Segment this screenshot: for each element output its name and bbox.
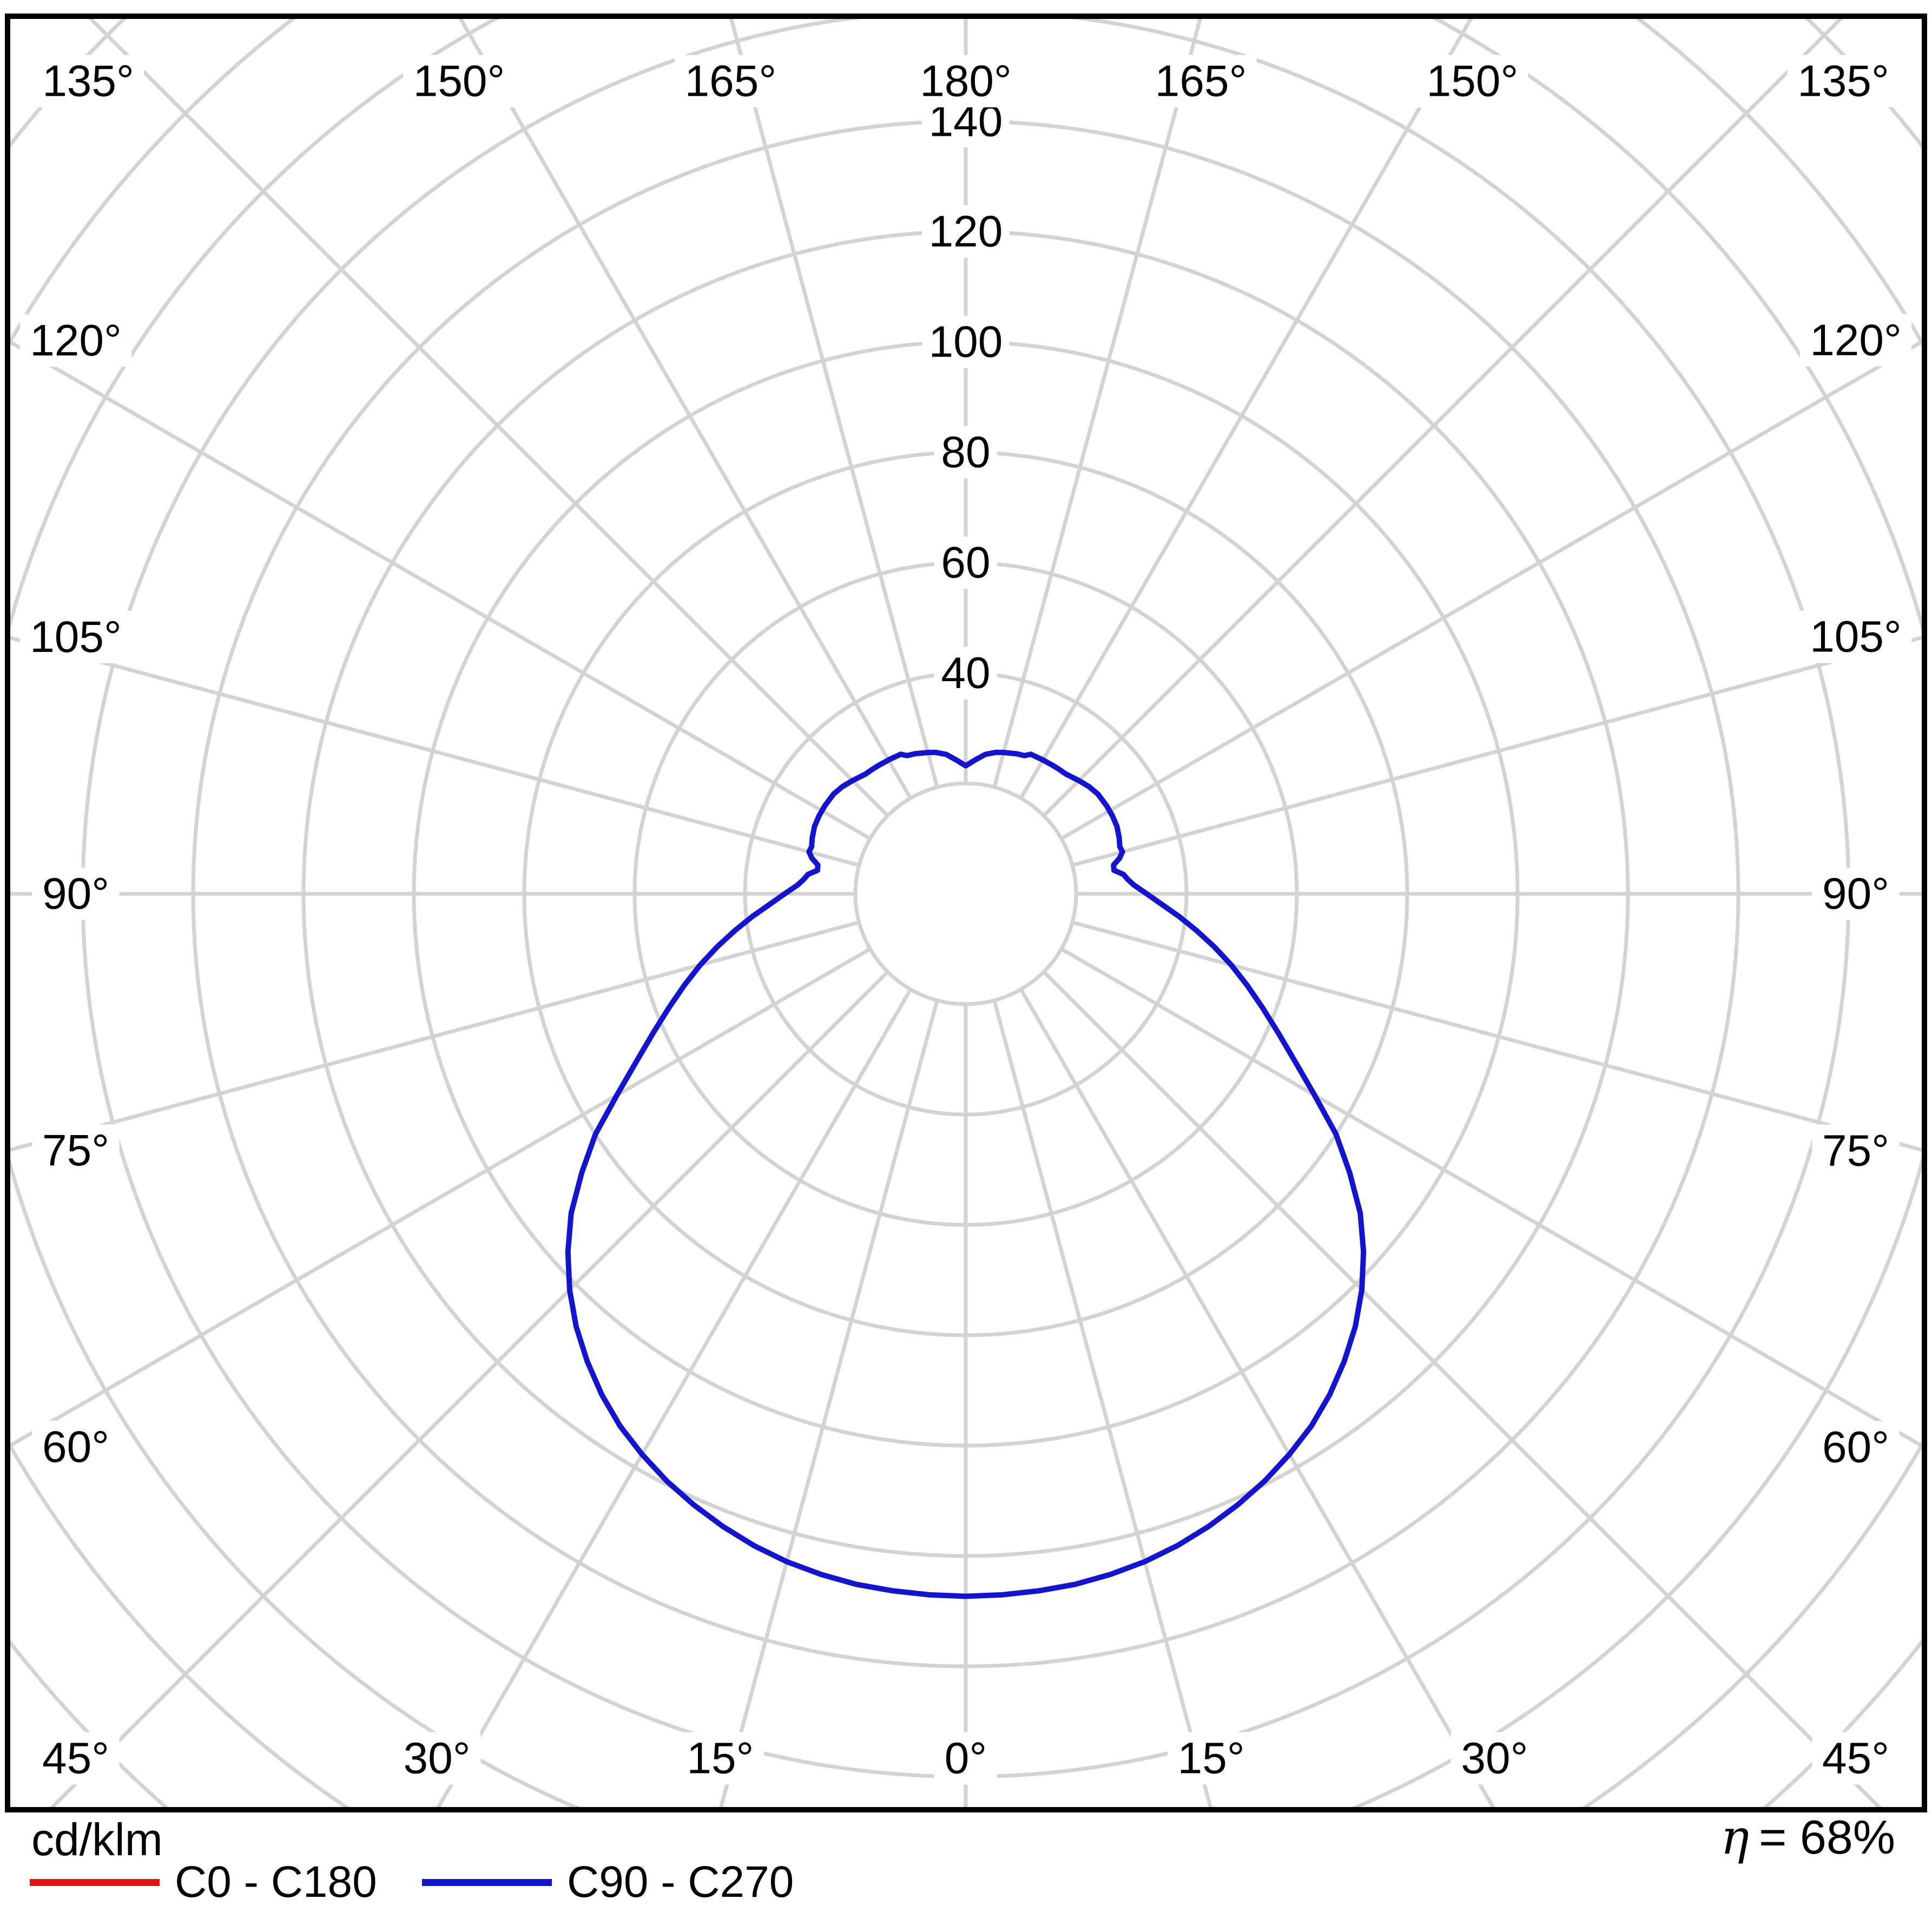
legend-label-c90-c270: C90 - C270 <box>567 1857 794 1907</box>
svg-text:135°: 135° <box>42 57 134 106</box>
svg-text:90°: 90° <box>42 869 109 919</box>
svg-text:150°: 150° <box>1427 57 1519 106</box>
svg-text:90°: 90° <box>1822 869 1889 919</box>
svg-text:105°: 105° <box>30 612 122 662</box>
legend-label-c0-c180: C0 - C180 <box>175 1857 377 1907</box>
svg-text:15°: 15° <box>1178 1734 1245 1783</box>
svg-text:0°: 0° <box>945 1734 987 1783</box>
svg-text:150°: 150° <box>413 57 505 106</box>
svg-text:120°: 120° <box>30 316 122 365</box>
svg-text:105°: 105° <box>1810 612 1902 662</box>
svg-text:135°: 135° <box>1797 57 1889 106</box>
legend-item-c0-c180: C0 - C180 <box>30 1860 377 1904</box>
svg-text:60°: 60° <box>42 1422 109 1472</box>
svg-text:30°: 30° <box>1461 1734 1528 1783</box>
svg-text:30°: 30° <box>404 1734 471 1783</box>
svg-text:60: 60 <box>941 538 990 588</box>
svg-text:45°: 45° <box>42 1734 109 1783</box>
svg-text:180°: 180° <box>920 57 1012 106</box>
svg-text:45°: 45° <box>1822 1734 1889 1783</box>
svg-text:165°: 165° <box>1155 57 1247 106</box>
svg-text:165°: 165° <box>685 57 777 106</box>
unit-label: cd/klm <box>31 1814 163 1865</box>
chart-footer: cd/klm C0 - C180 C90 - C270 η = 68% <box>0 1812 1932 1932</box>
svg-text:80: 80 <box>941 428 990 477</box>
legend-swatch-blue <box>422 1878 552 1886</box>
efficiency-value: η = 68% <box>1720 1809 1895 1865</box>
eta-symbol: η <box>1720 1809 1750 1865</box>
svg-text:75°: 75° <box>1822 1126 1889 1175</box>
legend-swatch-red <box>30 1878 160 1886</box>
svg-text:120°: 120° <box>1810 315 1902 365</box>
svg-text:60°: 60° <box>1822 1423 1889 1472</box>
svg-text:40: 40 <box>941 649 990 698</box>
svg-text:100: 100 <box>929 318 1003 367</box>
svg-text:15°: 15° <box>687 1734 754 1783</box>
svg-text:120: 120 <box>929 207 1003 256</box>
svg-text:75°: 75° <box>42 1126 109 1175</box>
legend-item-c90-c270: C90 - C270 <box>422 1860 794 1904</box>
